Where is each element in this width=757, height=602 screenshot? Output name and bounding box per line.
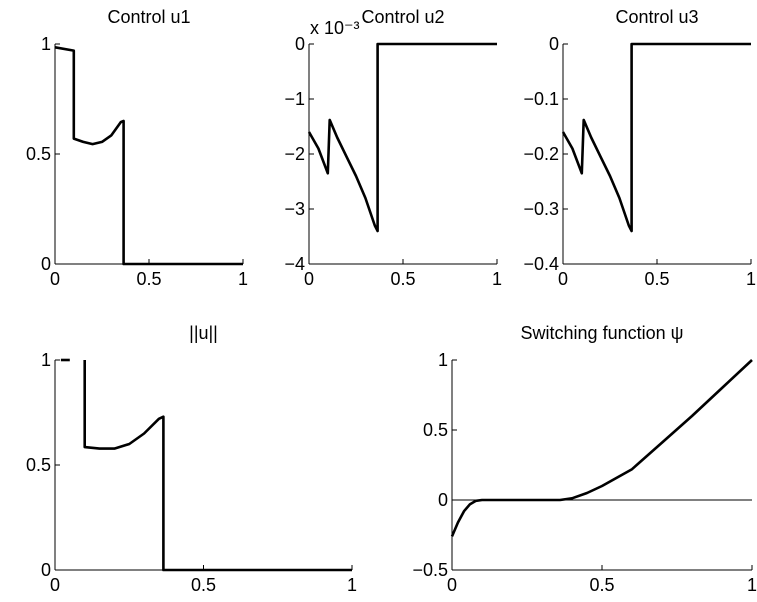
- y-tick-label: −1: [284, 89, 305, 109]
- x-tick-label: 1: [492, 269, 502, 289]
- y-tick-label: 0: [41, 560, 51, 580]
- y-tick-label: 0: [41, 254, 51, 274]
- panel-title: ||u||: [189, 323, 218, 343]
- x-tick-label: 0: [558, 269, 568, 289]
- y-tick-label: −0.3: [523, 199, 559, 219]
- x-tick-label: 0: [447, 575, 457, 595]
- x-tick-label: 0: [304, 269, 314, 289]
- x-tick-label: 1: [347, 575, 357, 595]
- x-tick-label: 0.5: [589, 575, 614, 595]
- x-tick-label: 1: [747, 575, 757, 595]
- x-tick-label: 1: [746, 269, 756, 289]
- y-tick-label: −0.2: [523, 144, 559, 164]
- y-tick-label: −2: [284, 144, 305, 164]
- series-line-1: [450, 359, 753, 537]
- y-tick-label: 0.5: [26, 144, 51, 164]
- series-line-1: [307, 42, 497, 233]
- x-tick-label: 0: [50, 575, 60, 595]
- y-tick-label: 0: [549, 34, 559, 54]
- series-line-2: [83, 360, 352, 572]
- y-tick-label: 1: [41, 34, 51, 54]
- y-tick-label: 0.5: [423, 420, 448, 440]
- y-tick-label: 1: [438, 350, 448, 370]
- panel-title: Control u3: [615, 7, 698, 27]
- y-tick-label: −0.5: [412, 560, 448, 580]
- panel-title: Switching function ψ: [521, 323, 684, 343]
- x-tick-label: 0: [50, 269, 60, 289]
- y-tick-label: 0.5: [26, 455, 51, 475]
- panel-title: Control u1: [107, 7, 190, 27]
- y-tick-label: −0.4: [523, 254, 559, 274]
- x-tick-label: 1: [238, 269, 248, 289]
- y-tick-label: −3: [284, 199, 305, 219]
- y-tick-label: 0: [438, 490, 448, 510]
- x-tick-label: 0.5: [191, 575, 216, 595]
- series-line-1: [561, 42, 751, 233]
- panel-title: Control u2: [361, 7, 444, 27]
- y-tick-label: −4: [284, 254, 305, 274]
- x-tick-label: 0.5: [390, 269, 415, 289]
- x-tick-label: 0.5: [136, 269, 161, 289]
- y-tick-label: −0.1: [523, 89, 559, 109]
- y-tick-label: 0: [295, 34, 305, 54]
- panel-3: 0 0.5 1 0 −0.1 −0.2 −0.3 −0.4 Control u3: [523, 7, 756, 289]
- y-tick-label: 1: [41, 350, 51, 370]
- panel-1: 0 0.5 1 0 0.5 1 Control u1: [26, 7, 248, 289]
- x-tick-label: 0.5: [644, 269, 669, 289]
- axis-exponent-label: x 10⁻³: [310, 18, 360, 38]
- panel-4: 0 0.5 1 0 0.5 1 ||u||: [26, 323, 357, 595]
- series-line-1: [54, 46, 243, 266]
